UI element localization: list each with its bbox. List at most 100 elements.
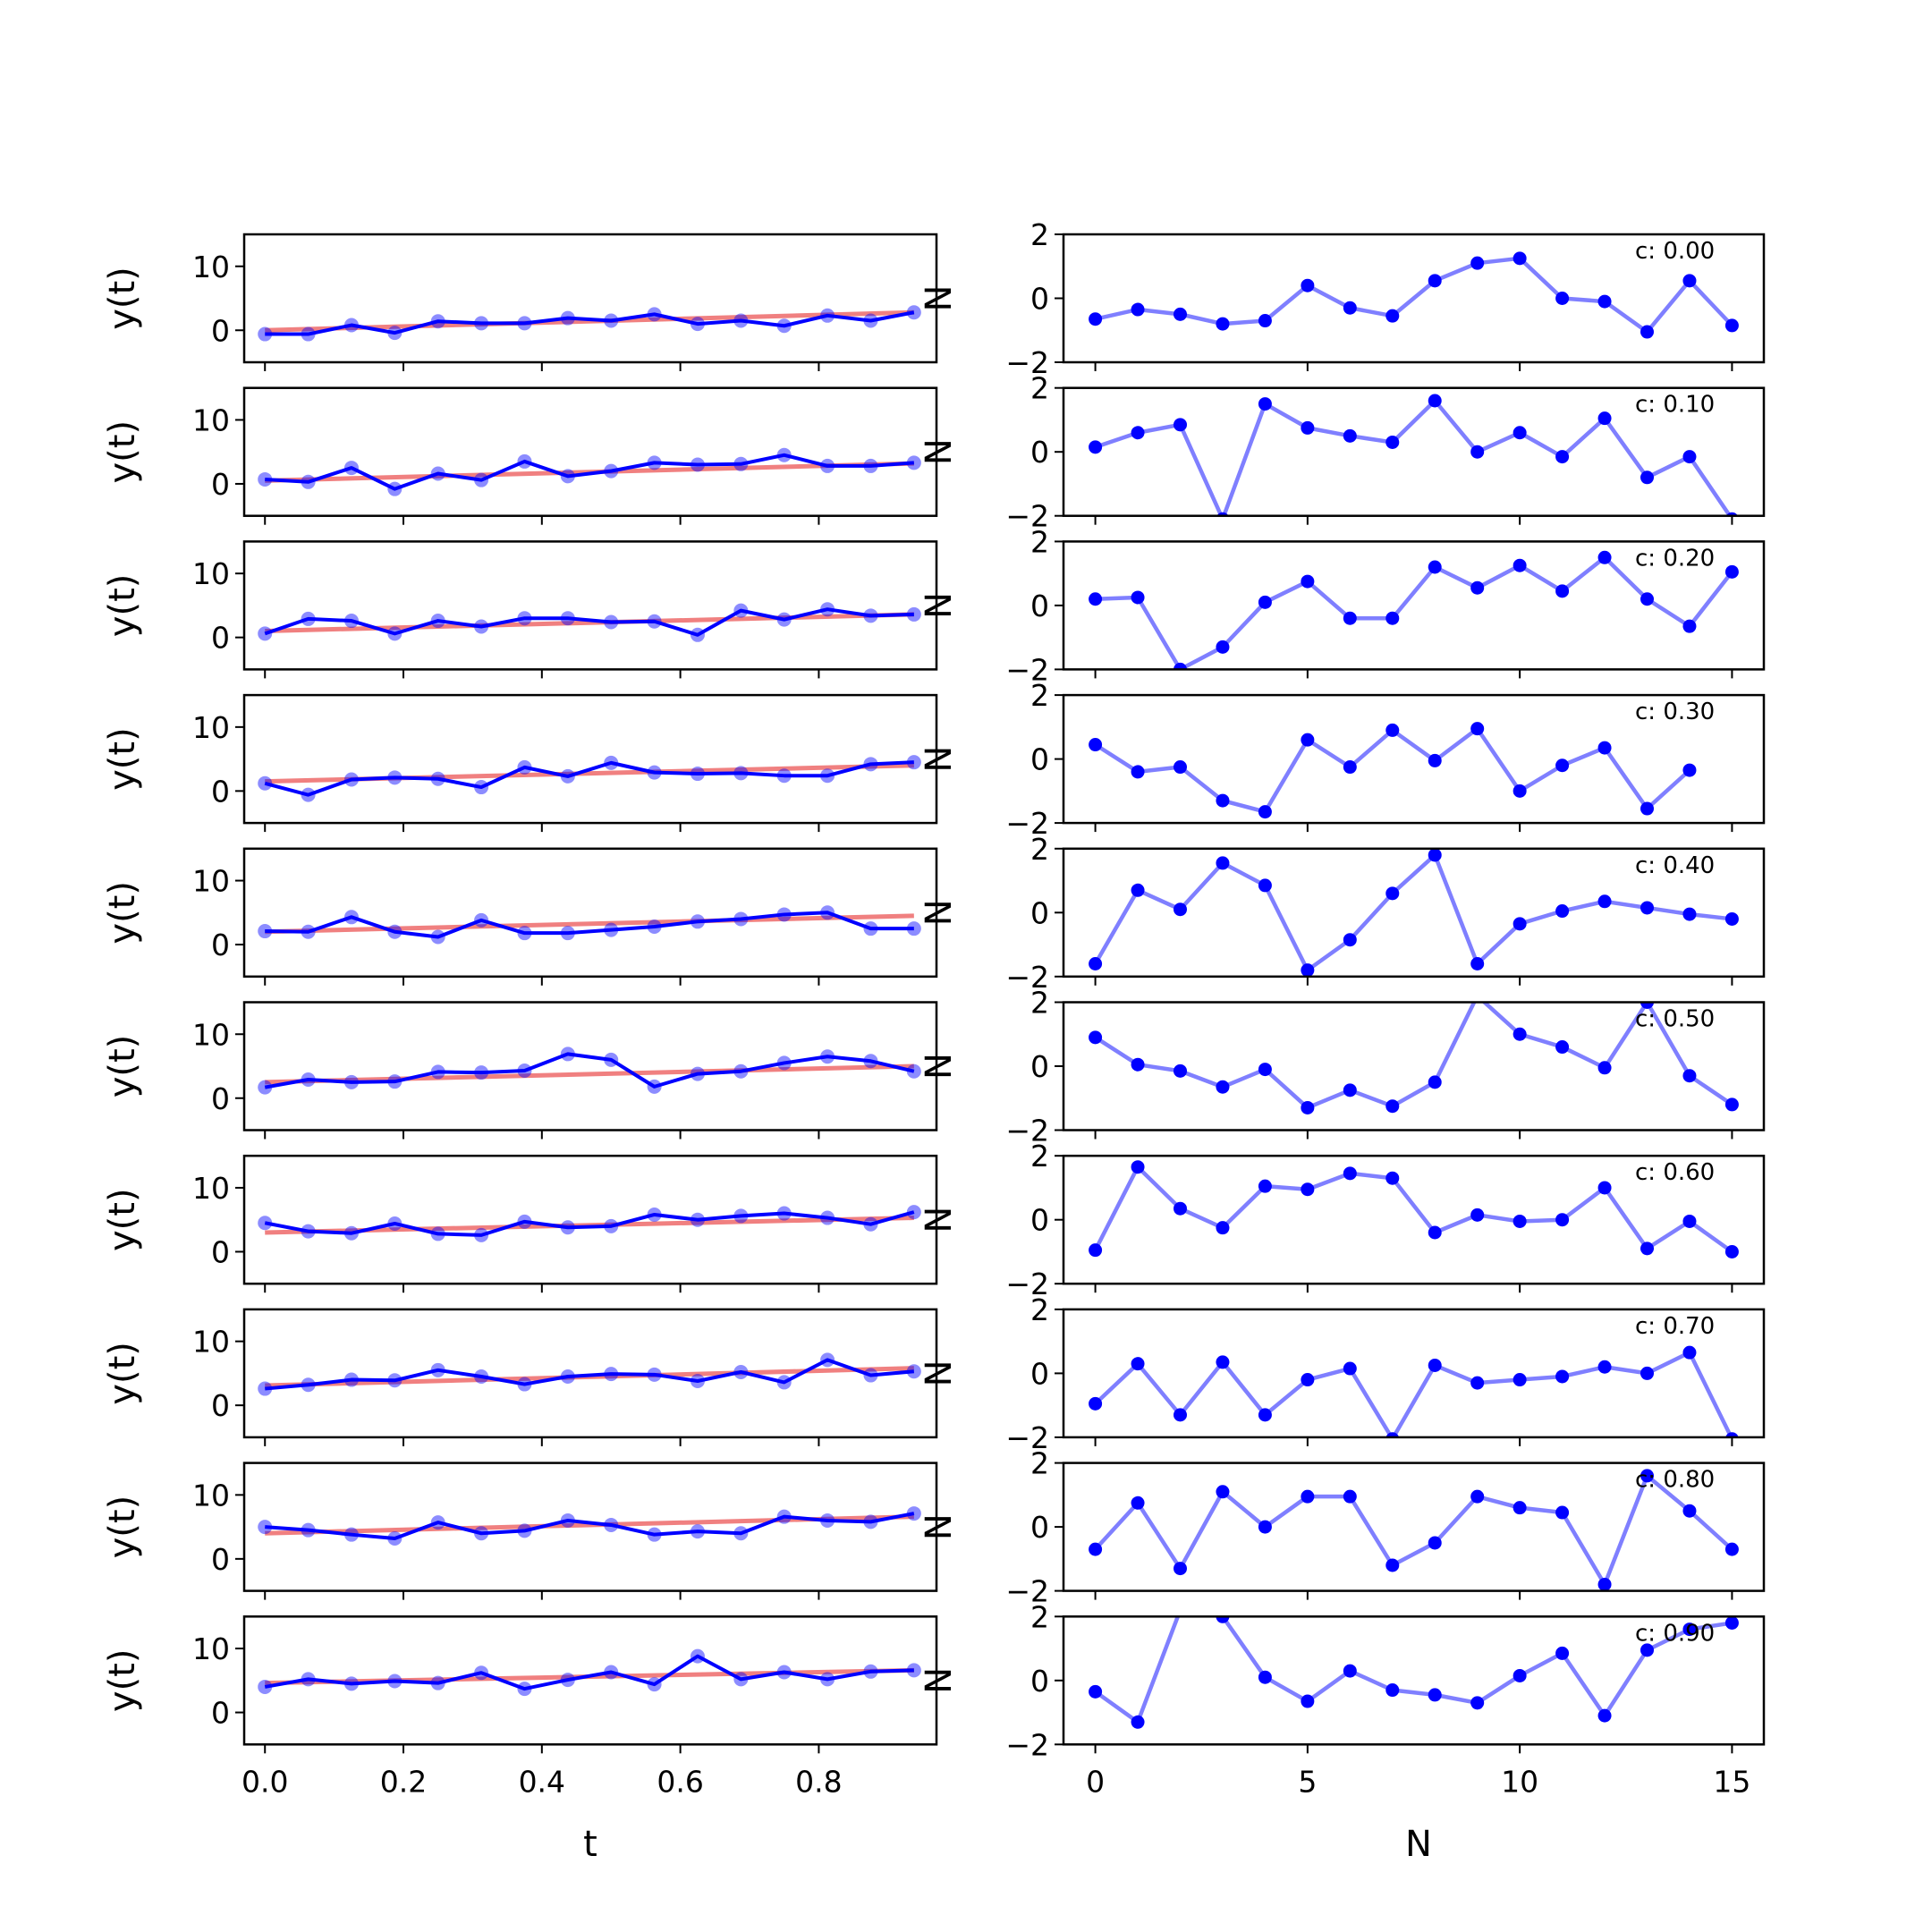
data-point xyxy=(387,1074,402,1089)
data-point xyxy=(647,614,662,629)
series-point xyxy=(1089,738,1103,752)
right-xlabel: N xyxy=(1405,1824,1432,1865)
series-point xyxy=(1724,564,1739,579)
right-ytick-label: 0 xyxy=(1030,1203,1049,1238)
data-point xyxy=(863,608,878,623)
left-panel-frame xyxy=(242,693,938,825)
series-point xyxy=(1724,1542,1739,1556)
data-point xyxy=(647,919,662,935)
data-point xyxy=(474,780,489,795)
series-point xyxy=(1301,1489,1315,1504)
series-point xyxy=(1640,592,1654,606)
data-point xyxy=(387,1373,402,1388)
data-point xyxy=(474,1368,489,1384)
series-point xyxy=(1513,917,1527,931)
right-plot-area xyxy=(1089,722,1697,819)
data-line xyxy=(264,1052,915,1089)
left-ytick-label: 0 xyxy=(211,774,230,809)
data-point xyxy=(560,768,575,784)
right-ylabel: N xyxy=(919,592,960,619)
series-point xyxy=(1258,1179,1272,1193)
series-line xyxy=(1093,1165,1733,1254)
data-point xyxy=(343,1225,359,1241)
data-point xyxy=(647,1207,662,1222)
right-xtick-label: 15 xyxy=(1713,1764,1750,1799)
series-point xyxy=(1428,1358,1442,1372)
data-point xyxy=(733,1364,749,1379)
data-point xyxy=(387,770,402,785)
data-point xyxy=(258,1679,273,1694)
series-point xyxy=(1258,878,1272,893)
left-panel-2: 0 10 y(t) xyxy=(102,540,938,679)
series-point xyxy=(1597,894,1612,909)
left-ylabel: y(t) xyxy=(102,420,143,484)
data-point xyxy=(517,453,532,469)
series-point xyxy=(1555,1505,1570,1520)
data-point xyxy=(343,1527,359,1542)
left-xtick-label: 0.0 xyxy=(242,1764,288,1799)
left-ytick-label: 0 xyxy=(211,1234,230,1269)
left-ylabel: y(t) xyxy=(102,881,143,945)
series-point xyxy=(1258,805,1272,819)
series-point xyxy=(1216,317,1230,331)
right-panel-0: N −2 0 2 c: 0.00 xyxy=(919,217,1766,380)
right-panel-frame xyxy=(1062,693,1766,825)
series-point xyxy=(1597,294,1612,309)
series-point xyxy=(1682,1345,1697,1360)
data-point xyxy=(820,1049,835,1064)
series-point xyxy=(1470,445,1485,459)
series-point xyxy=(1131,1357,1145,1371)
series-point xyxy=(1470,1376,1485,1390)
left-panel-frame xyxy=(242,386,938,517)
panel-annotation: c: 0.70 xyxy=(1635,1313,1715,1340)
series-point xyxy=(1216,1485,1230,1499)
series-point xyxy=(1470,1208,1485,1222)
data-point xyxy=(647,765,662,780)
data-point xyxy=(863,1514,878,1530)
data-point xyxy=(906,606,921,622)
data-point xyxy=(258,1216,273,1231)
series-point xyxy=(1682,763,1697,777)
data-point xyxy=(343,910,359,925)
series-point xyxy=(1682,1504,1697,1518)
data-point xyxy=(690,914,705,929)
data-point xyxy=(258,626,273,641)
series-line xyxy=(1093,852,1733,972)
right-ytick-label: 2 xyxy=(1030,371,1049,406)
left-ytick-label: 0 xyxy=(211,1542,230,1577)
data-point xyxy=(776,1055,792,1071)
series-point xyxy=(1131,883,1145,897)
data-point xyxy=(301,1072,316,1088)
data-point xyxy=(387,1674,402,1689)
right-ytick-label: −2 xyxy=(1005,960,1049,995)
data-point xyxy=(604,755,619,770)
series-point xyxy=(1216,856,1230,870)
series-point xyxy=(1597,1708,1612,1723)
series-point xyxy=(1470,957,1485,970)
data-point xyxy=(430,1064,445,1080)
data-point xyxy=(430,771,445,786)
series-point xyxy=(1724,1616,1739,1630)
series-point xyxy=(1724,1244,1739,1258)
right-ytick-label: 2 xyxy=(1030,1446,1049,1481)
data-point xyxy=(560,926,575,941)
series-point xyxy=(1174,307,1187,321)
right-panel-frame xyxy=(1062,386,1766,517)
series-point xyxy=(1470,256,1485,270)
right-panel-frame xyxy=(1062,540,1766,671)
series-point xyxy=(1131,1160,1145,1174)
data-point xyxy=(820,602,835,617)
right-ylabel: N xyxy=(919,1360,960,1386)
series-point xyxy=(1174,418,1187,432)
data-point xyxy=(343,1074,359,1089)
data-point xyxy=(517,316,532,331)
left-panel-frame xyxy=(242,1462,938,1592)
series-point xyxy=(1555,758,1570,773)
series-point xyxy=(1216,1616,1230,1623)
series-point xyxy=(1216,1221,1230,1235)
series-line xyxy=(1093,1473,1733,1587)
left-panel-frame xyxy=(242,1308,938,1439)
left-panel-frame xyxy=(242,847,938,979)
